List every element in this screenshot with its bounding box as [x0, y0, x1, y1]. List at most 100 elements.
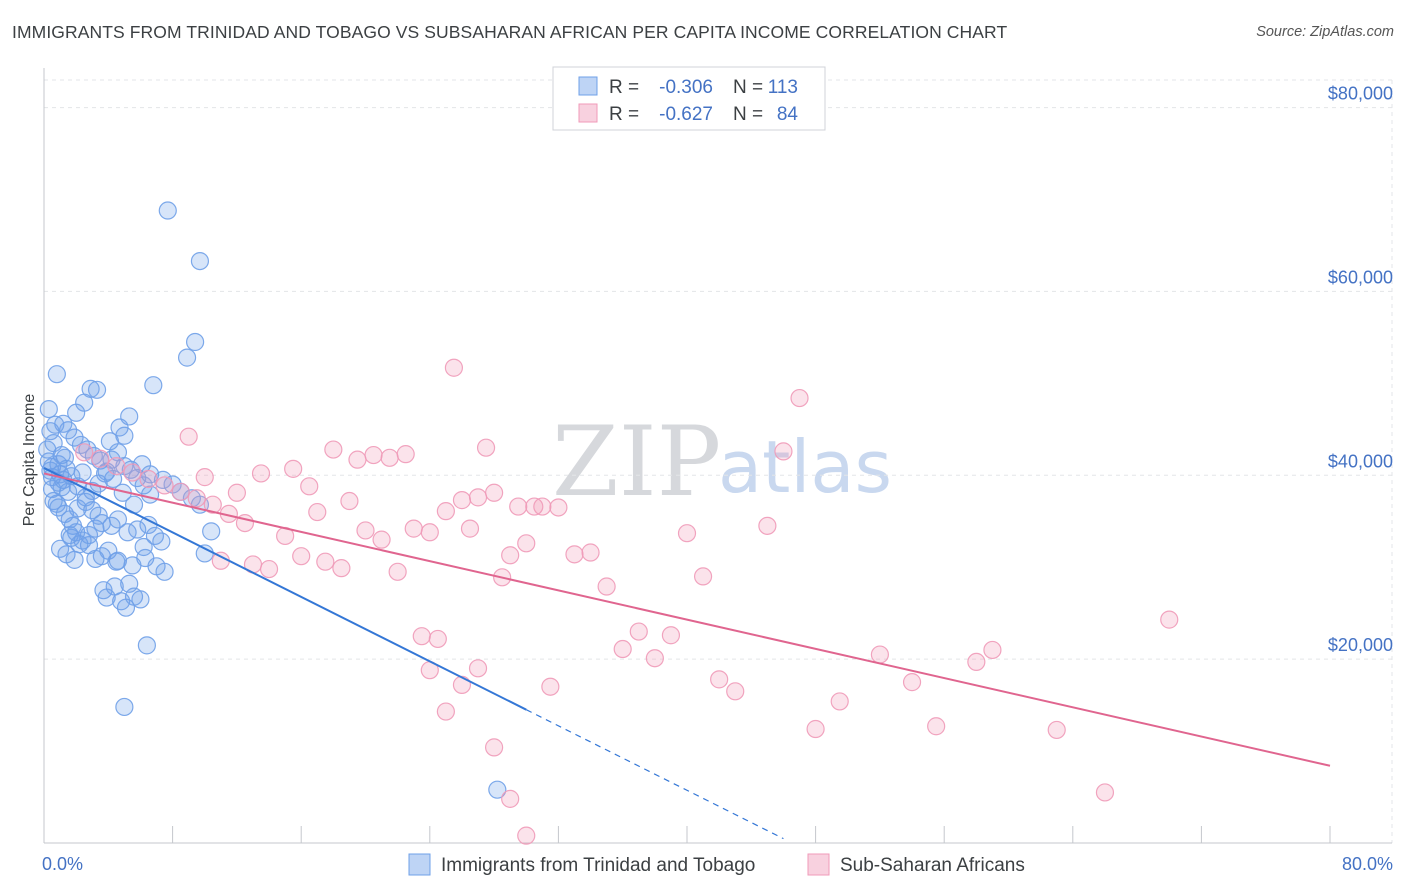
data-point — [177, 348, 197, 367]
data-point — [131, 590, 150, 609]
data-point — [55, 448, 74, 467]
stats-legend-swatch — [578, 76, 598, 96]
data-point — [356, 521, 375, 540]
chart-source: Source: ZipAtlas.com — [1256, 24, 1394, 40]
data-point — [509, 497, 528, 516]
trend-line-1 — [43, 467, 527, 711]
data-point — [468, 659, 488, 678]
y-tick-labels: $20,000 $40,000 $60,000 $80,000 — [1328, 84, 1393, 656]
data-point — [428, 629, 447, 649]
data-point — [693, 567, 713, 586]
data-point — [677, 524, 697, 543]
data-point — [412, 627, 431, 646]
data-point — [967, 652, 986, 672]
data-point — [107, 456, 126, 476]
data-point — [488, 780, 507, 799]
data-point — [1160, 610, 1179, 629]
data-point — [139, 469, 158, 489]
data-point — [259, 559, 279, 579]
stats-r-label: R = — [609, 104, 639, 125]
data-point — [436, 702, 455, 721]
data-point — [927, 717, 946, 736]
x-tick-labels: 0.0% 80.0% — [42, 854, 1393, 874]
data-point — [81, 379, 100, 398]
data-point — [158, 201, 177, 220]
legend-label-2: Sub-Saharan Africans — [840, 855, 1025, 876]
y-axis-label: Per Capita Income — [21, 394, 38, 527]
data-point — [145, 526, 165, 546]
data-point — [144, 376, 163, 395]
data-point — [73, 463, 92, 482]
data-point — [300, 477, 319, 496]
data-point — [452, 491, 472, 510]
data-point — [108, 551, 128, 570]
data-point — [645, 649, 664, 668]
data-point — [661, 626, 681, 645]
series-legend: Immigrants from Trinidad and Tobago Sub-S… — [408, 853, 1025, 876]
y-tick-label: $60,000 — [1328, 267, 1393, 287]
data-point — [460, 519, 480, 538]
data-point — [420, 523, 439, 542]
data-point — [710, 670, 729, 689]
data-point — [79, 536, 99, 555]
data-point — [597, 577, 616, 596]
stats-legend-box — [552, 66, 826, 131]
data-point — [364, 445, 383, 465]
data-point — [613, 639, 632, 659]
data-point — [983, 640, 1002, 660]
data-point — [444, 358, 464, 377]
legend-label-1: Immigrants from Trinidad and Tobago — [441, 855, 755, 876]
legend-swatch-1 — [408, 853, 431, 876]
data-point — [195, 468, 214, 487]
data-point — [525, 497, 544, 516]
data-point — [202, 522, 221, 541]
data-point — [774, 442, 793, 461]
axes — [43, 68, 1392, 844]
stats-n-label: N = — [733, 77, 763, 98]
data-point — [830, 692, 849, 711]
stats-legend-swatch — [578, 103, 598, 123]
chart-title: IMMIGRANTS FROM TRINIDAD AND TOBAGO VS S… — [12, 22, 1008, 42]
data-point — [190, 251, 210, 271]
data-point — [485, 483, 504, 502]
data-point — [468, 488, 488, 507]
y-tick-label: $20,000 — [1328, 635, 1393, 655]
data-point — [404, 519, 423, 538]
data-point — [870, 645, 890, 664]
data-point — [758, 516, 777, 535]
watermark: ZIP atlas — [552, 406, 892, 518]
data-point — [227, 483, 246, 502]
stats-n-value: 113 — [768, 77, 798, 98]
data-point — [47, 365, 66, 384]
data-point — [380, 448, 399, 467]
data-point — [211, 551, 230, 570]
data-point — [436, 502, 455, 521]
data-point — [348, 450, 367, 469]
data-point — [52, 445, 71, 465]
data-point — [340, 491, 359, 511]
data-point — [108, 510, 128, 529]
data-point — [92, 547, 111, 566]
stats-legend: R = -0.306 N = 113 R = -0.627 N = 84 — [552, 66, 826, 131]
stats-n-label: N = — [733, 104, 763, 125]
data-point — [89, 506, 108, 525]
data-point — [155, 562, 174, 581]
data-point — [39, 400, 58, 419]
data-point — [186, 332, 205, 352]
data-point — [284, 459, 303, 478]
data-point — [47, 494, 66, 513]
stats-r-value: -0.627 — [659, 104, 713, 125]
data-point — [629, 622, 648, 641]
data-point — [140, 485, 160, 504]
data-point — [75, 443, 94, 462]
data-point — [565, 545, 584, 564]
data-point — [790, 388, 809, 408]
trend-lines — [43, 467, 1331, 840]
trend-line-extension-1 — [525, 709, 784, 840]
data-point — [123, 463, 142, 482]
data-point — [517, 534, 536, 553]
data-point — [128, 520, 147, 539]
data-point — [120, 407, 139, 426]
data-point — [65, 550, 84, 569]
